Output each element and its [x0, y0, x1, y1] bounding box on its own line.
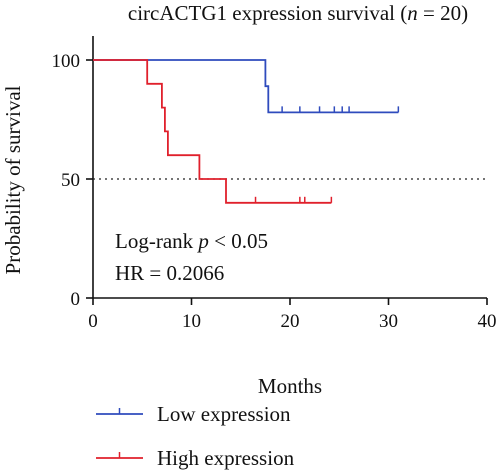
hazard-ratio-annotation: HR = 0.2066 [115, 261, 224, 285]
y-tick-label: 100 [52, 51, 81, 72]
x-tick-label: 30 [379, 311, 398, 332]
y-tick-label: 0 [71, 289, 81, 310]
x-tick-label: 20 [281, 311, 300, 332]
legend-label-high-expression: High expression [157, 446, 295, 470]
y-axis-title: Probability of survival [1, 85, 25, 274]
chart-title: circACTG1 expression survival (n = 20) [128, 1, 468, 25]
legend-label-low-expression: Low expression [157, 402, 291, 426]
x-tick-label: 40 [478, 311, 497, 332]
km-curve-low-expression [93, 59, 399, 114]
legend: Low expression High expression [96, 402, 295, 470]
y-tick-label: 50 [61, 170, 80, 191]
km-curve-high-expression [93, 59, 332, 204]
x-axis-title: Months [258, 374, 322, 398]
logrank-annotation: Log-rank p < 0.05 [115, 229, 268, 253]
plot-area: 0 10 20 30 40 0 50 100 [52, 36, 497, 332]
x-tick-label: 0 [88, 311, 98, 332]
x-tick-label: 10 [182, 311, 201, 332]
